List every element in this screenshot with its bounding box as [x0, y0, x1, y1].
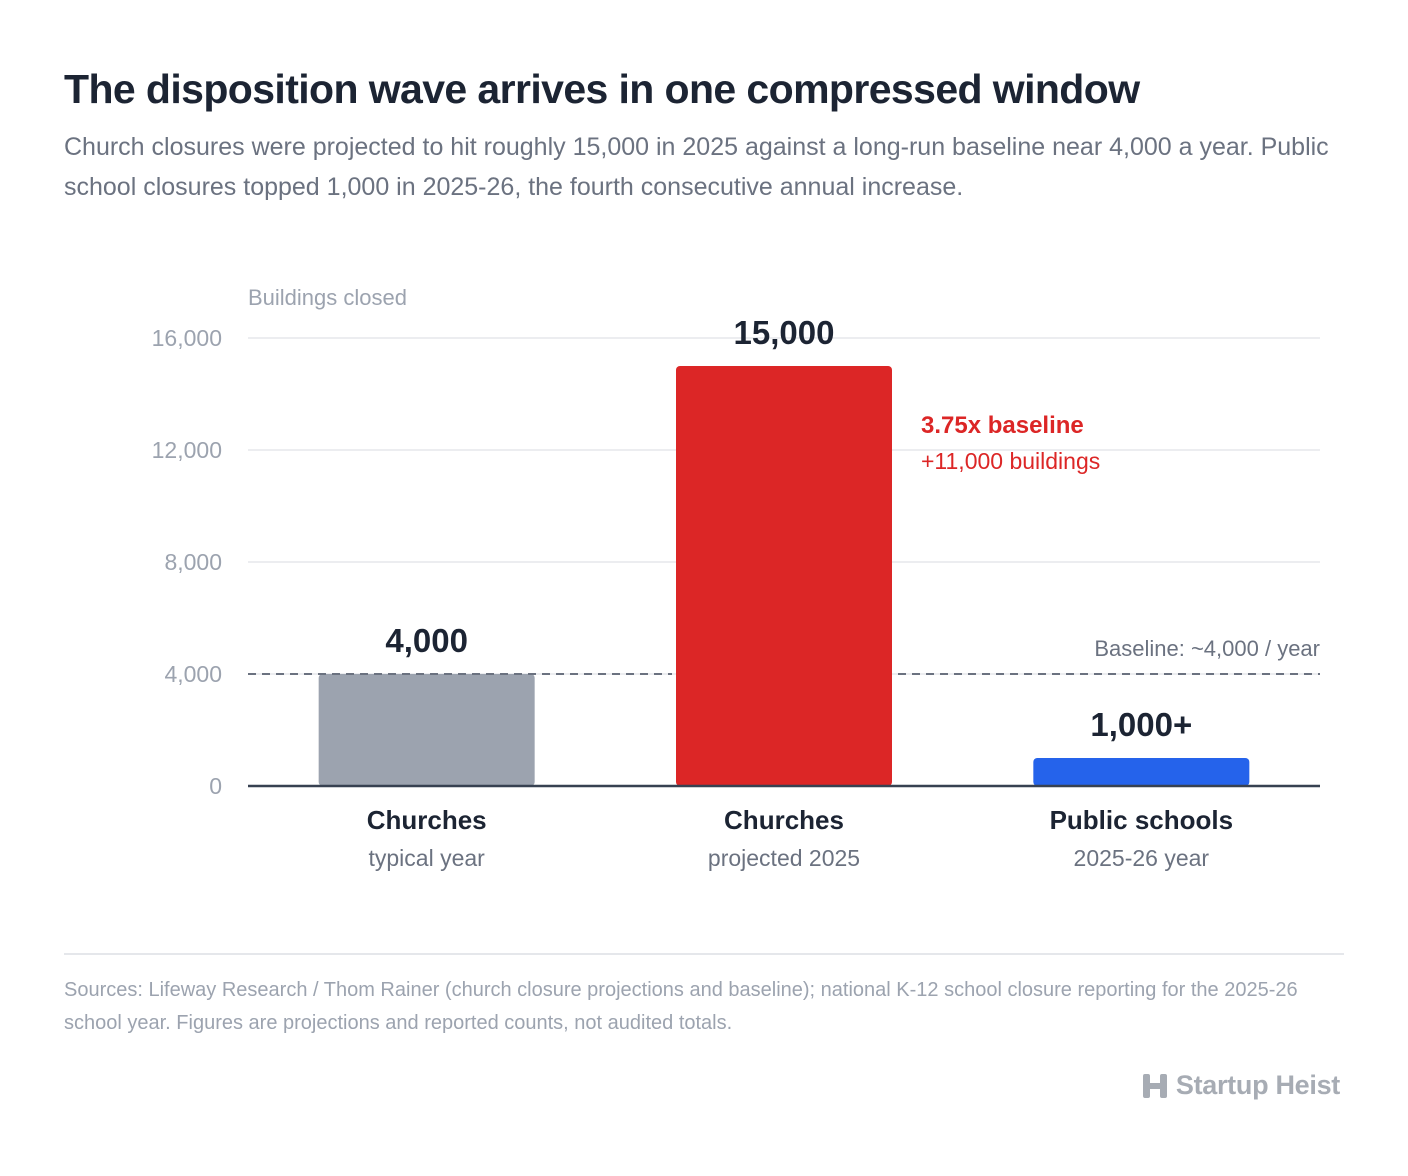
footer-divider: [64, 953, 1344, 955]
brand-h-icon: [1142, 1073, 1167, 1098]
y-tick-label: 12,000: [152, 437, 222, 463]
x-category-sublabel: typical year: [369, 845, 486, 871]
y-tick-label: 4,000: [164, 661, 222, 687]
bar-value-label: 4,000: [385, 622, 468, 659]
bar-value-label: 15,000: [734, 314, 835, 351]
bar: [1033, 758, 1250, 786]
bar-value-label: 1,000+: [1090, 706, 1192, 743]
x-category-sublabel: 2025-26 year: [1074, 845, 1210, 871]
x-category-sublabel: projected 2025: [708, 845, 860, 871]
bar: [318, 674, 535, 786]
sources-note: Sources: Lifeway Research / Thom Rainer …: [64, 979, 1298, 1034]
y-axis-label: Buildings closed: [248, 285, 407, 310]
bar-chart: Buildings closed 0 4,000 8,000 12,000 16,000 4…: [152, 285, 1320, 871]
chart-subtitle: Church closures were projected to hit ro…: [64, 133, 1329, 201]
annotation-increase: +11,000 buildings: [921, 448, 1100, 474]
x-category-label: Churches: [724, 805, 844, 835]
y-tick-label: 16,000: [152, 325, 222, 351]
brand-logo: Startup Heist: [1142, 1070, 1340, 1101]
y-tick-label: 8,000: [164, 549, 222, 575]
brand-name: Startup Heist: [1175, 1070, 1340, 1100]
baseline-label: Baseline: ~4,000 / year: [1094, 636, 1320, 661]
annotation-multiplier: 3.75x baseline: [921, 412, 1084, 439]
chart-title: The disposition wave arrives in one comp…: [64, 66, 1140, 112]
x-category-label: Public schools: [1050, 805, 1234, 835]
y-tick-label: 0: [209, 773, 222, 799]
bar: [676, 366, 892, 786]
x-category-label: Churches: [367, 805, 487, 835]
